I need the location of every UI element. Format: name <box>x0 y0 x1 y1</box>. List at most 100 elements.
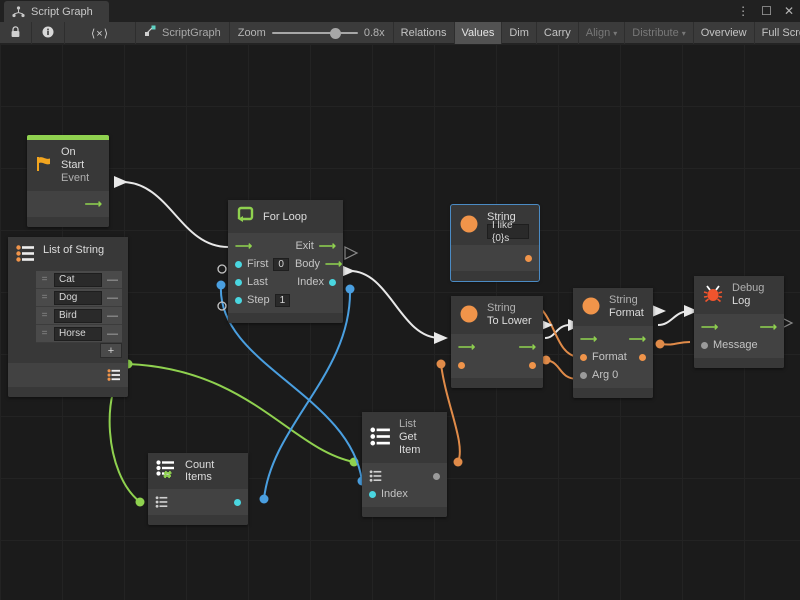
node-string-literal[interactable]: String I like {0}s <box>450 204 540 282</box>
remove-item-button[interactable]: — <box>107 309 118 322</box>
debug-flow-out-port[interactable]: ⟶ <box>760 321 777 333</box>
list-item[interactable]: = Horse — <box>36 325 122 343</box>
remove-item-button[interactable]: — <box>107 273 118 286</box>
maximize-icon[interactable]: ☐ <box>761 4 772 18</box>
to-lower-flow-out-port[interactable]: ⟶ <box>519 341 536 353</box>
kebab-menu-icon[interactable]: ⋮ <box>737 4 750 18</box>
debug-message-port[interactable]: Message <box>701 339 758 351</box>
node-string-to-lower[interactable]: String To Lower ⟶ ⟶ <box>451 296 543 388</box>
node-on-start-body: ⟶ <box>27 191 109 217</box>
list-item[interactable]: = Bird — <box>36 307 122 325</box>
zoom-label: Zoom <box>237 26 266 39</box>
node-debug-log[interactable]: Debug Log ⟶ ⟶ Message <box>694 276 784 368</box>
node-count-items-title: Count Items <box>185 459 215 483</box>
node-count-items[interactable]: Count Items <box>148 453 248 525</box>
remove-item-button[interactable]: — <box>107 291 118 304</box>
list-item-value[interactable]: Cat <box>54 272 102 287</box>
to-lower-input-port[interactable] <box>458 361 465 369</box>
for-loop-body-port[interactable]: Body ⟶ <box>295 258 342 270</box>
get-item-list-row <box>362 467 447 485</box>
string-literal-value-field[interactable]: I like {0}s <box>487 220 529 244</box>
graph-reference[interactable]: ScriptGraph <box>136 22 230 43</box>
drag-handle-icon[interactable]: = <box>41 292 48 303</box>
debug-flow-in-port[interactable]: ⟶ <box>701 321 718 333</box>
drag-handle-icon[interactable]: = <box>41 328 48 339</box>
port-orange-icon <box>525 254 532 262</box>
for-loop-exit-label: Exit <box>295 240 314 252</box>
node-string-to-lower-body: ⟶ ⟶ <box>451 334 543 378</box>
for-loop-index-port[interactable]: Index <box>297 276 336 288</box>
button-dim[interactable]: Dim <box>502 22 537 44</box>
graph-canvas[interactable]: On Start Event ⟶ <box>0 44 800 600</box>
for-loop-index-label: Index <box>297 276 324 288</box>
for-loop-flow-in-port[interactable]: ⟶ <box>235 240 252 252</box>
node-string-format[interactable]: String Format ⟶ ⟶ Format <box>573 288 653 398</box>
node-on-start[interactable]: On Start Event ⟶ <box>27 135 109 227</box>
node-string-format-body: ⟶ ⟶ Format <box>573 326 653 388</box>
node-on-start-title: On Start <box>61 146 85 171</box>
to-lower-flow-in-port[interactable]: ⟶ <box>458 341 475 353</box>
zoom-slider-knob[interactable] <box>329 27 341 39</box>
list-item-value[interactable]: Bird <box>54 308 102 323</box>
for-loop-last-port[interactable]: Last <box>235 276 268 288</box>
node-string-literal-body <box>451 245 539 271</box>
node-list-get-item-header: List Get Item <box>362 412 447 463</box>
for-loop-first-value[interactable]: 0 <box>273 257 289 271</box>
list-item[interactable]: = Cat — <box>36 271 122 289</box>
add-item-button[interactable]: + <box>100 343 122 358</box>
info-button[interactable] <box>32 22 65 44</box>
node-list-of-string[interactable]: List of String = Cat — = Dog — = <box>8 237 128 397</box>
node-for-loop[interactable]: For Loop ⟶ Exit ⟶ First 0 <box>228 200 343 323</box>
code-button[interactable]: ⟨×⟩ <box>65 22 137 44</box>
zoom-control[interactable]: Zoom 0.8x <box>230 22 394 43</box>
list-of-string-output-port[interactable] <box>107 369 121 381</box>
get-item-list-input-port[interactable] <box>369 470 383 482</box>
button-align[interactable]: Align ▾ <box>579 22 626 44</box>
remove-item-button[interactable]: — <box>107 327 118 340</box>
debug-message-row: Message <box>694 336 784 354</box>
to-lower-output-port[interactable] <box>529 361 536 369</box>
button-full-screen[interactable]: Full Screen <box>755 22 800 44</box>
button-carry[interactable]: Carry <box>537 22 579 44</box>
on-start-flow-out-port[interactable]: ⟶ <box>85 198 102 210</box>
string-literal-output-port[interactable] <box>525 254 532 262</box>
for-loop-step-port[interactable]: Step 1 <box>235 293 291 307</box>
format-flow-in-port[interactable]: ⟶ <box>580 333 597 345</box>
zoom-value: 0.8x <box>363 26 385 39</box>
format-output-port[interactable] <box>639 353 646 361</box>
count-items-output-port[interactable] <box>234 498 241 506</box>
lock-button[interactable] <box>0 22 32 44</box>
for-loop-first-port[interactable]: First 0 <box>235 257 289 271</box>
node-list-of-string-header: List of String <box>8 237 128 271</box>
drag-handle-icon[interactable]: = <box>41 274 48 285</box>
window-controls: ⋮ ☐ ✕ <box>737 0 794 22</box>
format-format-port[interactable]: Format <box>580 351 627 363</box>
node-string-format-footer <box>573 388 653 398</box>
list-item[interactable]: = Dog — <box>36 289 122 307</box>
close-icon[interactable]: ✕ <box>783 4 794 18</box>
count-items-input-port[interactable] <box>155 496 169 508</box>
button-relations[interactable]: Relations <box>394 22 455 44</box>
format-flow-out-port[interactable]: ⟶ <box>629 333 646 345</box>
node-on-start-header: On Start Event <box>27 140 109 191</box>
button-distribute[interactable]: Distribute ▾ <box>625 22 694 44</box>
for-loop-step-value[interactable]: 1 <box>274 293 291 307</box>
list-item-value[interactable]: Dog <box>54 290 102 305</box>
drag-handle-icon[interactable]: = <box>41 310 48 321</box>
button-values[interactable]: Values <box>454 22 503 44</box>
node-count-items-body <box>148 489 248 515</box>
zoom-slider[interactable] <box>271 27 358 39</box>
chevron-down-icon: ▾ <box>613 28 618 38</box>
port-orange-icon <box>639 353 646 361</box>
button-overview[interactable]: Overview <box>694 22 755 44</box>
node-list-get-item-title: List <box>399 418 417 430</box>
get-item-index-port[interactable]: Index <box>369 488 408 500</box>
node-list-get-item[interactable]: List Get Item <box>362 412 447 517</box>
tab-script-graph[interactable]: Script Graph <box>4 1 109 22</box>
get-item-output-port[interactable] <box>433 472 440 480</box>
list-item-value[interactable]: Horse <box>54 326 102 341</box>
for-loop-exit-port[interactable]: Exit ⟶ <box>295 240 336 252</box>
debug-message-label: Message <box>713 339 758 351</box>
format-arg0-port[interactable]: Arg 0 <box>580 369 618 381</box>
